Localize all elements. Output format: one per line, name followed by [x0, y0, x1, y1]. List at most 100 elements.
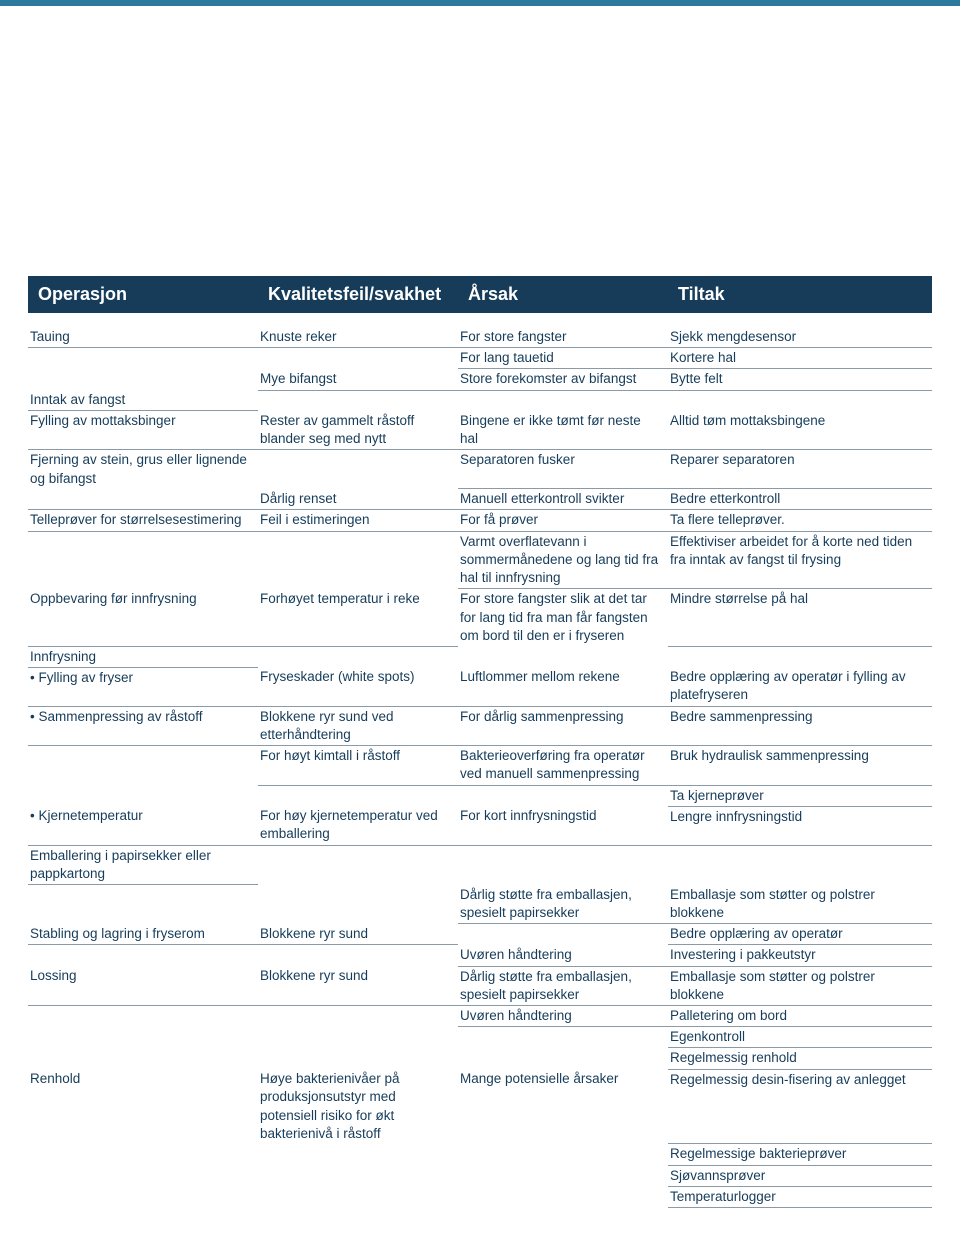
cell-col3: For store fangster	[458, 327, 668, 348]
cell-col2: Blokkene ryr sund	[258, 924, 458, 945]
cell-col1	[28, 1048, 258, 1069]
cell-col2: Feil i estimeringen	[258, 510, 458, 531]
table-row: Sjøvannsprøver	[28, 1165, 932, 1186]
cell-col3	[458, 646, 668, 667]
cell-col4: Bytte felt	[668, 369, 932, 390]
cell-col2	[258, 845, 458, 884]
cell-col2	[258, 1165, 458, 1186]
cell-col2: Høye bakterienivåer på produksjonsutstyr…	[258, 1069, 458, 1144]
cell-col3: Uvøren håndtering	[458, 945, 668, 966]
cell-col1	[28, 1165, 258, 1186]
table-row: Ta kjerneprøver	[28, 785, 932, 806]
cell-col4: Bedre sammenpressing	[668, 706, 932, 745]
table-row: RenholdHøye bakterienivåer på produksjon…	[28, 1069, 932, 1144]
cell-col1: Oppbevaring før innfrysning	[28, 589, 258, 646]
table-row: Uvøren håndteringPalletering om bord	[28, 1005, 932, 1026]
cell-col4: Ta flere telleprøver.	[668, 510, 932, 531]
table-row: Dårlig rensetManuell etterkontroll svikt…	[28, 489, 932, 510]
cell-col2: Fryseskader (white spots)	[258, 667, 458, 706]
cell-col4: Regelmessig renhold	[668, 1048, 932, 1069]
table-row: Fjerning av stein, grus eller lignende o…	[28, 450, 932, 489]
cell-col2: Forhøyet temperatur i reke	[258, 589, 458, 646]
cell-col1	[28, 348, 258, 369]
cell-col1: Stabling og lagring i fryserom	[28, 924, 258, 945]
cell-col4: Temperaturlogger	[668, 1186, 932, 1207]
table-row: • KjernetemperaturFor høy kjernetemperat…	[28, 806, 932, 845]
cell-col1	[28, 1005, 258, 1026]
cell-col1: Fjerning av stein, grus eller lignende o…	[28, 450, 258, 489]
cell-col1: Emballering i papirsekker eller pappkart…	[28, 845, 258, 884]
cell-col2	[258, 785, 458, 806]
cell-col3	[458, 1144, 668, 1165]
cell-col3: Dårlig støtte fra emballasjen, spesielt …	[458, 966, 668, 1005]
cell-col3	[458, 785, 668, 806]
cell-col2	[258, 945, 458, 966]
table-row: Dårlig støtte fra emballasjen, spesielt …	[28, 885, 932, 924]
table-row: LossingBlokkene ryr sundDårlig støtte fr…	[28, 966, 932, 1005]
cell-col1	[28, 746, 258, 785]
cell-col3	[458, 845, 668, 884]
table-row: For høyt kimtall i råstoffBakterieoverfø…	[28, 746, 932, 785]
data-table: TauingKnuste rekerFor store fangsterSjek…	[28, 327, 932, 1208]
cell-col2	[258, 1027, 458, 1048]
cell-col4	[668, 646, 932, 667]
cell-col4: Bedre opplæring av operatør i fylling av…	[668, 667, 932, 706]
cell-col1	[28, 1144, 258, 1165]
table-header: Operasjon Kvalitetsfeil/svakhet Årsak Ti…	[28, 276, 932, 313]
table-row: Stabling og lagring i fryseromBlokkene r…	[28, 924, 932, 945]
cell-col1: Renhold	[28, 1069, 258, 1144]
cell-col3: Bakterieoverføring fra operatør ved manu…	[458, 746, 668, 785]
table-row: Inntak av fangst	[28, 390, 932, 411]
table-row: For lang tauetidKortere hal	[28, 348, 932, 369]
cell-col3: Uvøren håndtering	[458, 1005, 668, 1026]
cell-col2: Knuste reker	[258, 327, 458, 348]
cell-col1: • Fylling av fryser	[28, 667, 258, 706]
cell-col3: For lang tauetid	[458, 348, 668, 369]
header-operasjon: Operasjon	[28, 276, 258, 313]
cell-col1: Telleprøver for størrelsesestimering	[28, 510, 258, 531]
table-row: TauingKnuste rekerFor store fangsterSjek…	[28, 327, 932, 348]
header-tiltak: Tiltak	[668, 276, 932, 313]
cell-col4: Bedre opplæring av operatør	[668, 924, 932, 945]
cell-col3: Mange potensielle årsaker	[458, 1069, 668, 1144]
cell-col3: For få prøver	[458, 510, 668, 531]
table-row: • Fylling av fryserFryseskader (white sp…	[28, 667, 932, 706]
cell-col3: For dårlig sammenpressing	[458, 706, 668, 745]
cell-col3: Store forekomster av bifangst	[458, 369, 668, 390]
cell-col4: Regelmessige bakterieprøver	[668, 1144, 932, 1165]
cell-col1	[28, 531, 258, 589]
cell-col3	[458, 1165, 668, 1186]
table-row: Regelmessig renhold	[28, 1048, 932, 1069]
cell-col3	[458, 1048, 668, 1069]
cell-col1	[28, 489, 258, 510]
cell-col4: Bruk hydraulisk sammenpressing	[668, 746, 932, 785]
cell-col4: Sjøvannsprøver	[668, 1165, 932, 1186]
cell-col3: Dårlig støtte fra emballasjen, spesielt …	[458, 885, 668, 924]
cell-col4	[668, 845, 932, 884]
cell-col3: For store fangster slik at det tar for l…	[458, 589, 668, 646]
cell-col2	[258, 1186, 458, 1207]
cell-col3: For kort innfrysningstid	[458, 806, 668, 845]
cell-col2: Mye bifangst	[258, 369, 458, 390]
table-row: Oppbevaring før innfrysningForhøyet temp…	[28, 589, 932, 646]
cell-col2	[258, 1048, 458, 1069]
table-row: Mye bifangstStore forekomster av bifangs…	[28, 369, 932, 390]
cell-col3: Luftlommer mellom rekene	[458, 667, 668, 706]
cell-col2	[258, 390, 458, 411]
cell-col1: • Sammenpressing av råstoff	[28, 706, 258, 745]
cell-col4	[668, 390, 932, 411]
cell-col4: Egenkontroll	[668, 1027, 932, 1048]
cell-col4: Kortere hal	[668, 348, 932, 369]
cell-col3	[458, 1027, 668, 1048]
cell-col1: • Kjernetemperatur	[28, 806, 258, 845]
cell-col3: Manuell etterkontroll svikter	[458, 489, 668, 510]
cell-col1	[28, 945, 258, 966]
cell-col3	[458, 924, 668, 945]
cell-col1	[28, 369, 258, 390]
cell-col4: Regelmessig desin-fisering av anlegget	[668, 1069, 932, 1144]
table-row: • Sammenpressing av råstoffBlokkene ryr …	[28, 706, 932, 745]
cell-col4: Palletering om bord	[668, 1005, 932, 1026]
cell-col2: Rester av gammelt råstoff blander seg me…	[258, 411, 458, 450]
cell-col4: Mindre størrelse på hal	[668, 589, 932, 646]
cell-col1: Lossing	[28, 966, 258, 1005]
